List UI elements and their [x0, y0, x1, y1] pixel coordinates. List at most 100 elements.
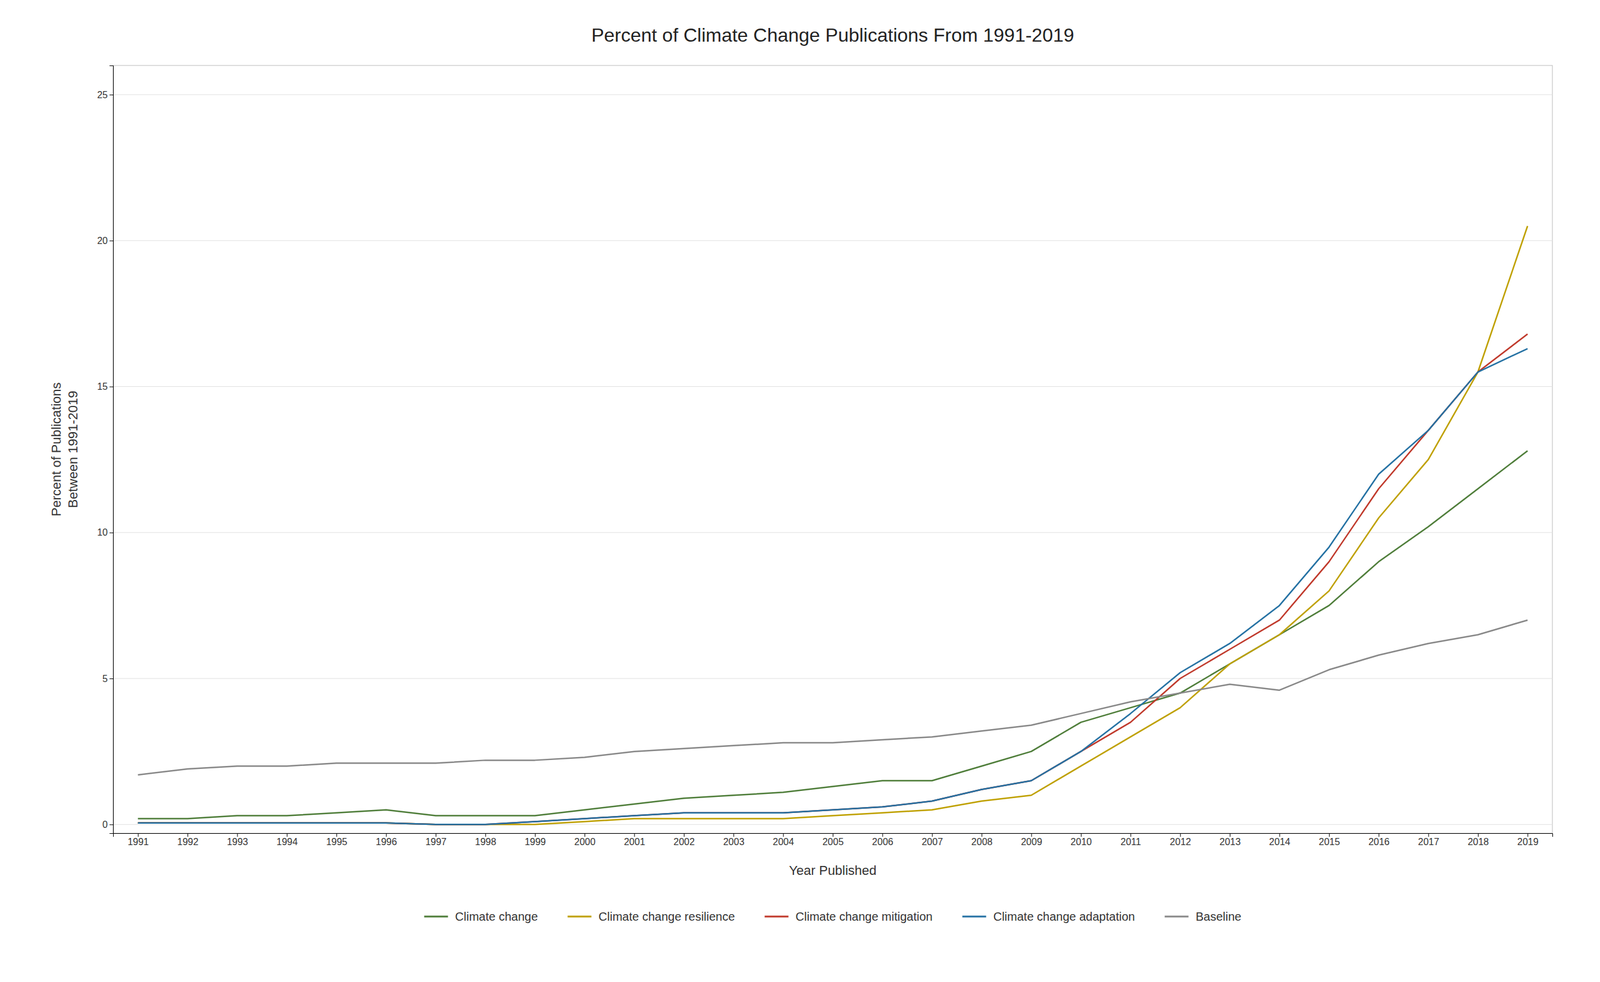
tick: 2002	[673, 833, 696, 848]
tick-label: 2017	[1417, 836, 1440, 848]
tick: 2000	[574, 833, 596, 848]
tick: 2018	[1467, 833, 1490, 848]
y-axis: 0510152025	[97, 66, 114, 834]
grid-line	[113, 386, 1553, 387]
tick: 2004	[772, 833, 795, 848]
tick: 2005	[822, 833, 845, 848]
tick: 2012	[1169, 833, 1192, 848]
tick-label: 1998	[475, 836, 497, 848]
tick-mark	[1279, 833, 1280, 837]
tick: 2008	[971, 833, 993, 848]
legend-item: Climate change mitigation	[764, 910, 933, 924]
tick-mark	[882, 833, 883, 837]
legend-swatch	[962, 916, 987, 918]
tick: 2001	[623, 833, 646, 848]
tick: 1993	[226, 833, 249, 848]
grid-line	[113, 678, 1553, 680]
tick: 15	[97, 381, 114, 392]
legend-item: Climate change resilience	[567, 910, 736, 924]
tick-label: 2013	[1219, 836, 1242, 848]
series-group	[138, 226, 1528, 825]
tick-label: 1994	[276, 836, 299, 848]
tick-mark	[485, 833, 486, 837]
tick-mark	[1229, 833, 1231, 837]
legend-swatch	[1164, 916, 1189, 918]
tick-label: 5	[102, 673, 108, 684]
tick: 2010	[1070, 833, 1093, 848]
tick: 2011	[1120, 833, 1142, 848]
legend-label: Climate change	[455, 910, 539, 924]
tick-label: 1995	[326, 836, 348, 848]
tick: 1999	[524, 833, 546, 848]
tick: 2006	[872, 833, 894, 848]
x-axis-title: Year Published	[788, 863, 877, 878]
tick-mark	[109, 532, 114, 534]
tick: 1998	[475, 833, 497, 848]
tick-mark	[236, 833, 238, 837]
tick-mark	[981, 833, 983, 837]
grid	[113, 94, 1553, 825]
tick-label: 1999	[524, 836, 546, 848]
tick: 2014	[1269, 833, 1291, 848]
tick: 2013	[1219, 833, 1242, 848]
legend-item: Climate change	[424, 910, 539, 924]
grid-line	[113, 240, 1553, 242]
tick-mark	[932, 833, 933, 837]
tick-mark	[633, 833, 635, 837]
tick-mark	[832, 833, 834, 837]
tick-mark	[1180, 833, 1181, 837]
tick-label: 2004	[772, 836, 795, 848]
title: Percent of Climate Change Publications F…	[591, 24, 1074, 46]
legend-label: Baseline	[1195, 910, 1242, 924]
tick-label: 2003	[723, 836, 745, 848]
grid-line	[113, 94, 1553, 96]
tick-label: 0	[102, 819, 108, 830]
tick-mark	[138, 833, 139, 837]
tick: 2015	[1318, 833, 1340, 848]
tick-mark	[535, 833, 536, 837]
tick-mark	[109, 94, 114, 96]
tick-mark	[286, 833, 288, 837]
tick-label: 1992	[177, 836, 199, 848]
tick: 2007	[921, 833, 943, 848]
plot-area	[113, 65, 1553, 834]
y-axis-title: Percent of PublicationsBetween 1991-2019	[48, 382, 81, 517]
tick-label: 2009	[1020, 836, 1043, 848]
tick: 1992	[177, 833, 199, 848]
tick: 0	[102, 819, 114, 830]
tick-label: 2002	[673, 836, 696, 848]
tick-mark	[435, 833, 437, 837]
series-line	[138, 450, 1528, 819]
tick-label: 25	[97, 89, 108, 100]
grid-line	[113, 824, 1553, 825]
tick-mark	[1329, 833, 1330, 837]
tick: 25	[97, 89, 114, 100]
legend-label: Climate change adaptation	[993, 910, 1136, 924]
tick-label: 1996	[375, 836, 398, 848]
legend-label: Climate change mitigation	[795, 910, 933, 924]
tick: 10	[97, 527, 114, 538]
tick-label: 2019	[1517, 836, 1539, 848]
tick: 2019	[1517, 833, 1539, 848]
tick-label: 2006	[872, 836, 894, 848]
tick: 1991	[127, 833, 149, 848]
legend-item: Baseline	[1164, 910, 1242, 924]
axis-line	[109, 66, 114, 834]
series-line	[138, 620, 1528, 775]
tick-label: 1991	[127, 836, 149, 848]
tick-label: 2011	[1120, 836, 1142, 848]
tick-mark	[683, 833, 685, 837]
legend-item: Climate change adaptation	[962, 910, 1136, 924]
tick-mark	[336, 833, 337, 837]
tick-mark	[109, 386, 114, 388]
tick-label: 15	[97, 381, 108, 392]
tick-label: 2018	[1467, 836, 1490, 848]
tick-mark	[1031, 833, 1033, 837]
series-line	[138, 348, 1528, 825]
tick-mark	[109, 824, 114, 825]
legend: Climate change Climate change resilience C…	[424, 910, 1242, 924]
tick-mark	[1477, 833, 1479, 837]
tick-mark	[584, 833, 586, 837]
tick-mark	[1080, 833, 1082, 837]
legend-swatch	[424, 916, 449, 918]
